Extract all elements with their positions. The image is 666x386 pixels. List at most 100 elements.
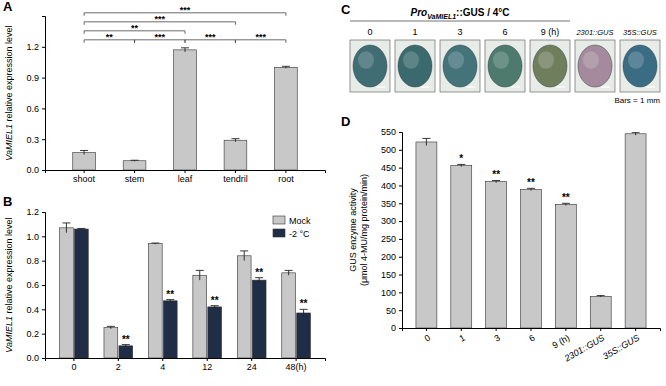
- tick-label: 12: [202, 362, 212, 372]
- tick-label: stem: [125, 174, 145, 184]
- image-highlight: [628, 51, 644, 68]
- tick-mark: [399, 132, 402, 133]
- tick-mark: [207, 358, 208, 361]
- tick-mark: [42, 170, 45, 171]
- tick-mark: [42, 261, 45, 262]
- y-tick: 1.2: [26, 42, 45, 52]
- y-tick: 450: [381, 163, 402, 173]
- error-bar: [422, 138, 430, 145]
- chart-panel: A*******************0.00.30.60.91.2shoot…: [3, 0, 326, 184]
- scale-bar: [556, 86, 565, 87]
- y-axis-title: VaMIEL1 relative expression level: [4, 217, 14, 352]
- y-axis: 0.00.20.40.60.81.01.2: [26, 207, 45, 363]
- significance-label: ***: [155, 32, 166, 42]
- y-tick: 150: [381, 270, 402, 280]
- tick-label: 1.2: [26, 207, 39, 217]
- bar: [555, 204, 576, 328]
- x-tick: 3: [492, 328, 501, 344]
- y-axis-title: (μmol 4-MU/mg protein/min): [359, 174, 369, 286]
- y-tick: 400: [381, 181, 402, 191]
- error-bar: [632, 132, 640, 135]
- y-tick: 0.9: [26, 73, 45, 83]
- tick-label: 2: [116, 362, 121, 372]
- significance-label: **: [122, 334, 130, 345]
- y-tick: 0.6: [26, 104, 45, 114]
- x-tick: leaf: [178, 170, 193, 184]
- image-highlight: [583, 51, 599, 68]
- significance-label: ***: [180, 5, 191, 15]
- tick-mark: [42, 108, 45, 109]
- plot-marks: [416, 132, 646, 328]
- y-tick: 0.2: [26, 329, 45, 339]
- y-tick: 50: [386, 306, 402, 316]
- significance-label: **: [255, 267, 263, 278]
- axis-line: [399, 133, 403, 329]
- image-frame: [395, 40, 435, 92]
- bar: [237, 256, 251, 358]
- panel-label: C: [341, 2, 351, 17]
- tick-label: 6: [527, 333, 536, 344]
- tick-mark: [399, 328, 402, 329]
- tick-label: 2301::GUS: [562, 333, 606, 364]
- plot-marks: [73, 48, 298, 170]
- tick-mark: [399, 239, 402, 240]
- image-highlight: [538, 51, 554, 68]
- axis-line: [42, 213, 46, 359]
- bar: [193, 275, 207, 358]
- bar: [208, 307, 222, 358]
- tick-label: 0.6: [26, 280, 39, 290]
- x-tick: shoot: [73, 170, 96, 184]
- error-bar: [255, 278, 263, 283]
- tick-mark: [399, 257, 402, 258]
- error-bar: [457, 164, 465, 166]
- error-bar: [285, 270, 293, 275]
- tick-label: 0.6: [26, 104, 39, 114]
- tick-mark: [42, 334, 45, 335]
- image-frame: [350, 40, 390, 92]
- tick-label: 9 (h): [550, 333, 571, 351]
- bar: [73, 153, 96, 170]
- y-tick: 0: [391, 323, 402, 333]
- tick-mark: [134, 170, 135, 173]
- gus-image: [623, 45, 657, 87]
- plot-labels: **********: [122, 267, 308, 345]
- y-tick: 0.3: [26, 135, 45, 145]
- tick-label: 1: [458, 333, 467, 344]
- image-label: 9 (h): [541, 27, 560, 37]
- tick-label: 400: [381, 181, 396, 191]
- scale-bar: [601, 86, 610, 87]
- tick-mark: [235, 170, 236, 173]
- bar: [590, 296, 611, 328]
- tick-mark: [42, 285, 45, 286]
- y-axis: 0.0 0.3 0.6 0.9 1.2: [26, 17, 45, 176]
- y-tick: 0.8: [26, 256, 45, 266]
- tick-mark: [251, 358, 252, 361]
- significance-label: **: [166, 289, 174, 300]
- x-tick: 2301::GUS: [562, 328, 606, 364]
- tick-mark: [296, 358, 297, 361]
- error-bar: [80, 150, 88, 154]
- tick-label: 0: [391, 323, 396, 333]
- significance-label: ***: [205, 32, 216, 42]
- legend-swatch: [273, 229, 285, 237]
- significance-label: ***: [155, 14, 166, 24]
- tick-label: 48(h): [286, 362, 307, 372]
- tick-label: leaf: [178, 174, 193, 184]
- legend: Mock-2 °C: [273, 216, 311, 239]
- significance-label: **: [562, 192, 570, 203]
- significance-label: **: [492, 169, 500, 180]
- tick-mark: [42, 139, 45, 140]
- image-label: 35S::GUS: [623, 28, 657, 37]
- x-tick: 24: [247, 358, 257, 372]
- bar: [275, 67, 298, 170]
- axis-line: [42, 17, 46, 171]
- tick-label: 50: [386, 306, 396, 316]
- axis-line: [46, 359, 326, 362]
- significance-label: ***: [255, 32, 266, 42]
- tick-mark: [496, 328, 497, 331]
- y-tick: 0.0: [26, 165, 45, 175]
- tick-mark: [399, 203, 402, 204]
- x-tick: 1: [458, 328, 467, 344]
- tick-mark: [118, 358, 119, 361]
- x-tick: 48(h): [286, 358, 307, 372]
